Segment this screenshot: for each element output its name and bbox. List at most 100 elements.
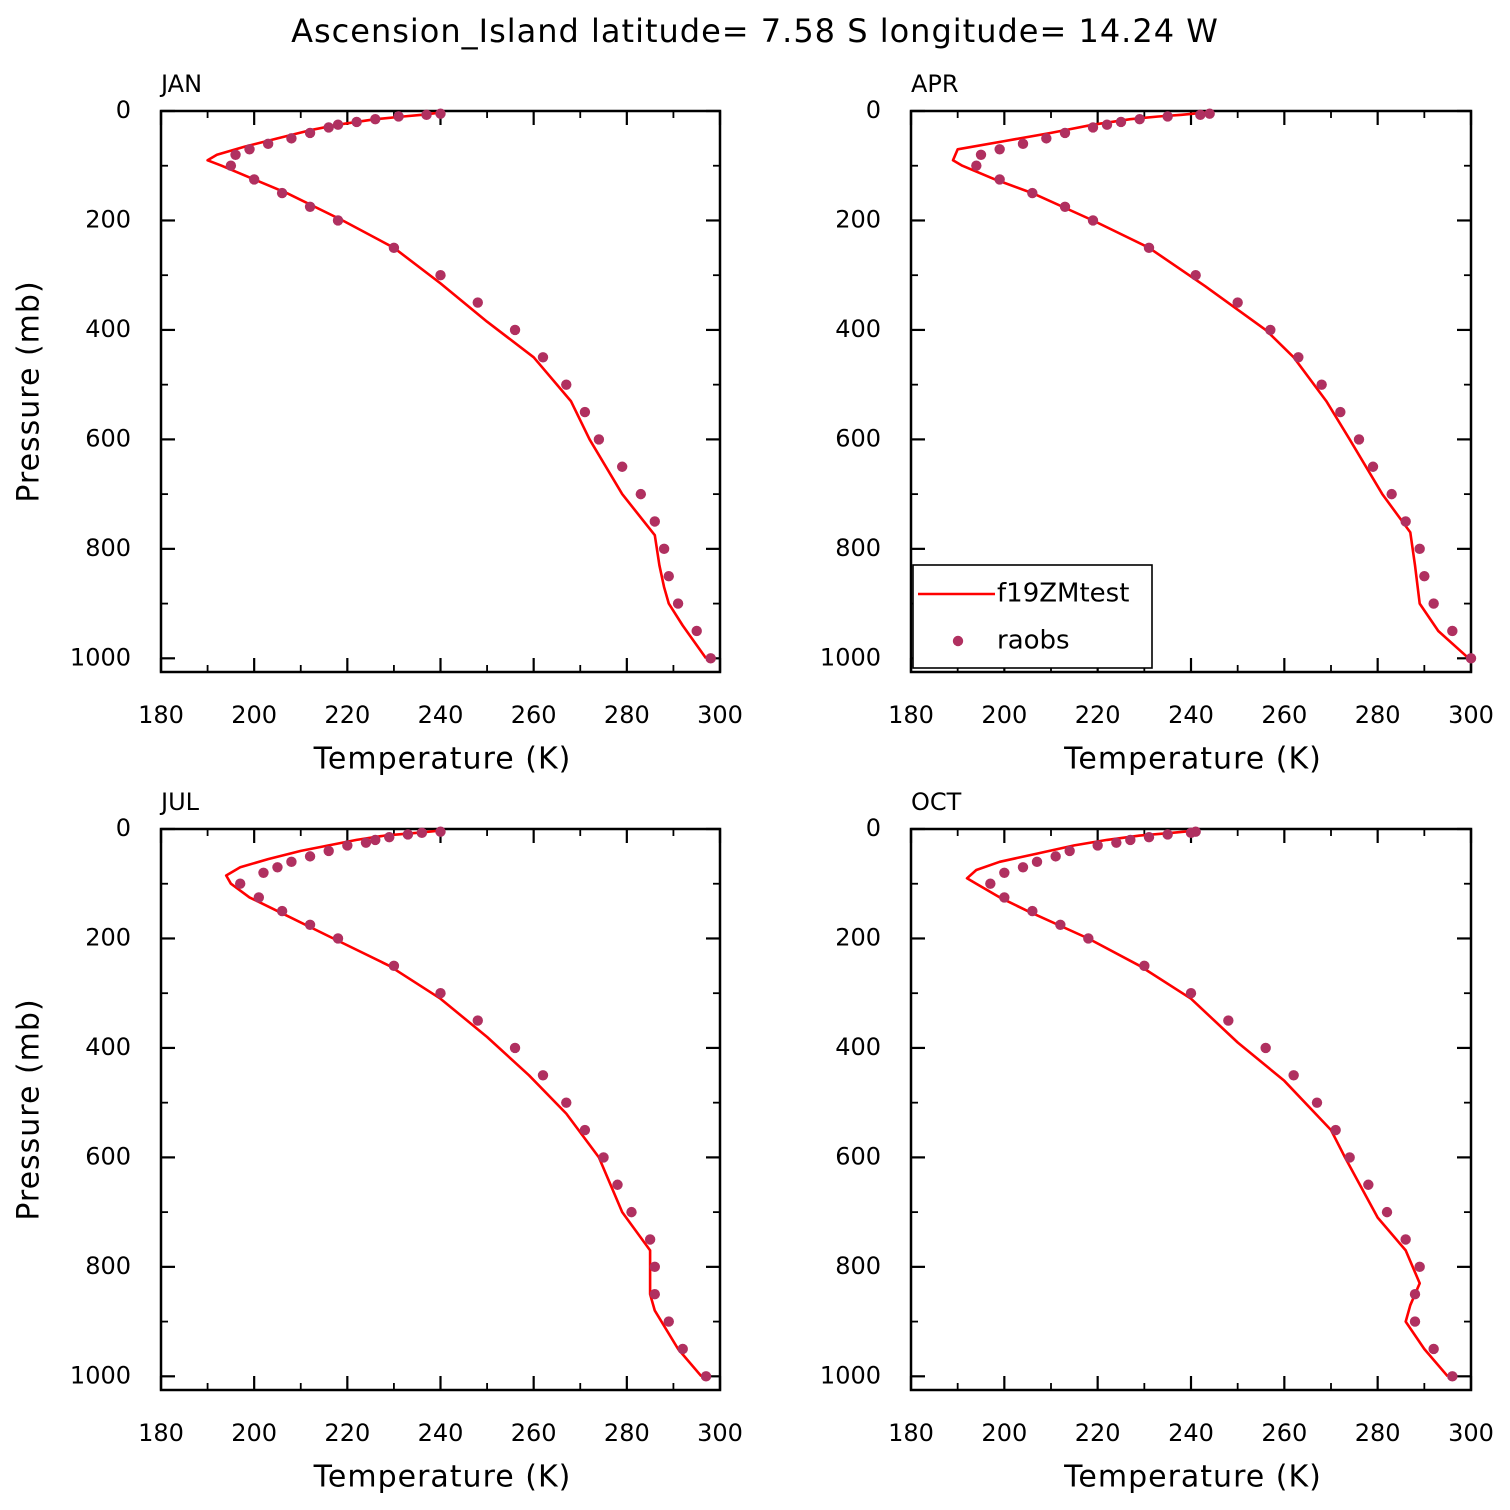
obs-point [1017, 138, 1029, 150]
obs-point [332, 215, 344, 226]
obs-point [286, 133, 297, 144]
obs-point [616, 461, 628, 472]
obs-point [985, 878, 996, 889]
obs-point [999, 892, 1010, 903]
x-axis-title: Temperature (K) [1063, 1460, 1322, 1495]
x-tick-label: 200 [231, 701, 277, 729]
obs-point [975, 149, 987, 160]
obs-point [593, 434, 605, 445]
x-tick-label: 200 [231, 1419, 277, 1447]
obs-point [1101, 119, 1113, 130]
obs-point [649, 516, 660, 527]
y-tick-label: 600 [85, 424, 131, 452]
obs-point [351, 116, 362, 128]
obs-point [509, 1042, 521, 1054]
obs-point [1293, 352, 1304, 363]
obs-point [1367, 461, 1379, 472]
y-tick-label: 0 [866, 814, 881, 842]
obs-point [1409, 1316, 1421, 1327]
obs-point [1027, 187, 1038, 199]
obs-point [230, 149, 241, 160]
x-tick-label: 180 [888, 1419, 934, 1447]
obs-point [435, 987, 446, 999]
obs-point [1363, 1179, 1374, 1190]
obs-point [234, 878, 246, 889]
obs-point [537, 352, 549, 363]
obs-point [1381, 1206, 1393, 1218]
y-tick-label: 800 [85, 534, 131, 562]
legend-swatch [952, 635, 964, 647]
obs-point [384, 832, 395, 843]
obs-point [1143, 832, 1155, 843]
obs-point [994, 144, 1005, 155]
x-tick-label: 200 [981, 1419, 1027, 1447]
x-tick-label: 220 [324, 1419, 370, 1447]
x-axis-title: Temperature (K) [1063, 742, 1322, 777]
x-tick-label: 240 [1168, 701, 1214, 729]
obs-point [1447, 1371, 1458, 1382]
plot-frame [909, 827, 1473, 1392]
obs-point [304, 201, 316, 212]
obs-point [1316, 379, 1327, 390]
x-tick-label: 260 [1261, 701, 1307, 729]
obs-point [1190, 269, 1201, 281]
obs-point [1111, 837, 1122, 848]
obs-point [612, 1179, 623, 1190]
obs-point [286, 856, 297, 868]
obs-point [276, 905, 288, 917]
obs-point [579, 406, 591, 418]
y-tick-label: 1000 [820, 643, 881, 671]
obs-point [1185, 987, 1197, 999]
y-tick-label: 1000 [820, 1361, 881, 1389]
panel-label: OCT [911, 788, 962, 816]
obs-point [1428, 598, 1439, 609]
y-tick-label: 600 [85, 1142, 131, 1170]
obs-point [370, 114, 381, 125]
x-tick-label: 280 [604, 1419, 650, 1447]
obs-point [1134, 114, 1145, 125]
obs-point [1428, 1343, 1439, 1355]
obs-point [342, 840, 353, 851]
obs-point [598, 1152, 609, 1163]
panel: JUL 180 200 220 240 260 280 300 0 200 400 600 800 100… [12, 788, 743, 1495]
panel: APR 180 200 220 240 260 280 300 0 200 400 600 800 100… [820, 70, 1494, 777]
obs-point [276, 187, 288, 199]
obs-point [1143, 242, 1155, 254]
y-tick-label: 600 [835, 424, 881, 452]
obs-point [332, 119, 344, 130]
obs-point [1465, 653, 1477, 664]
y-tick-label: 200 [835, 923, 881, 951]
obs-point [262, 138, 274, 150]
obs-point [663, 1316, 674, 1327]
obs-point [1087, 122, 1099, 133]
obs-point [1185, 827, 1197, 839]
obs-point [304, 851, 316, 862]
legend: f19ZMtest raobs [912, 564, 1153, 669]
obs-point [649, 1289, 660, 1300]
obs-point [360, 837, 372, 848]
y-tick-label: 800 [835, 534, 881, 562]
y-tick-label: 400 [85, 315, 131, 343]
x-tick-label: 280 [604, 701, 650, 729]
obs-point [1447, 625, 1458, 637]
obs-point [304, 127, 316, 139]
obs-point [1232, 297, 1243, 308]
y-tick-label: 200 [85, 923, 131, 951]
x-tick-label: 260 [511, 701, 557, 729]
x-tick-label: 220 [1075, 1419, 1121, 1447]
obs-point [393, 111, 404, 122]
y-tick-label: 200 [835, 205, 881, 233]
obs-point [1162, 829, 1173, 840]
obs-point [1353, 434, 1365, 445]
x-tick-label: 260 [511, 1419, 557, 1447]
model-line [224, 829, 703, 1378]
obs-point [244, 144, 255, 155]
obs-point [658, 543, 670, 555]
y-tick-label: 0 [116, 814, 131, 842]
obs-point [1139, 960, 1150, 972]
obs-point [1260, 1042, 1271, 1054]
obs-point [225, 160, 237, 171]
obs-point [1087, 215, 1099, 226]
obs-point [1409, 1289, 1421, 1300]
